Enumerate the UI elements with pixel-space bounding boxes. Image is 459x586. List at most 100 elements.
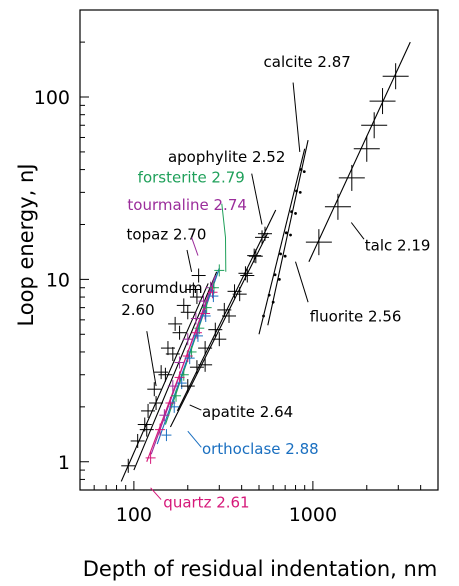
fluorite-point [295,189,298,193]
apatite-point [255,230,270,245]
topaz-point [149,395,164,410]
quartz-point [182,350,193,363]
quartz-point [191,326,202,339]
y-axis-label: Loop energy, nJ [14,163,38,326]
quartz-point [174,371,185,384]
x-axis: 100 1000 [79,481,439,526]
orthoclase-leader [187,430,202,448]
calcite-leader [292,82,301,152]
calcite-point [283,254,287,258]
corumdum-point [121,458,136,473]
corumdum-label: 2.60 [121,301,154,319]
calcite-point [277,277,281,281]
apatite-leader [189,404,202,411]
talc-point [324,193,351,220]
calcite-point [298,190,302,194]
tourmaline-point [190,312,201,325]
fluorite-label: fluorite 2.56 [310,308,402,326]
forsterite-label: forsterite 2.79 [138,168,245,186]
corumdum-point [147,382,162,397]
fluorite-point [284,231,288,235]
tourmaline-label: tourmaline 2.74 [127,196,247,214]
corumdum-point [168,316,183,331]
apatite-label: apatite 2.64 [202,403,293,421]
apophylite-point [198,357,213,372]
apatite-point [238,266,253,281]
apatite-point [208,322,223,337]
tourmaline-point [167,380,178,393]
quartz-point [200,307,211,320]
forsterite-point [201,301,212,314]
series-labels: corumdum 2.60 topaz 2.70 tourmaline 2.74 for… [121,53,430,512]
calcite-fit-line [267,140,309,326]
y-tick-label: 100 [34,87,70,109]
apophylite-label: apophylite 2.52 [168,148,285,166]
forsterite-point [194,322,205,335]
orthoclase-point [169,400,180,413]
quartz-point [155,423,166,436]
quartz-leader [150,487,162,500]
y-tick-label: 10 [46,269,70,291]
apophylite-point [222,308,237,323]
corumdum-leader [146,331,157,387]
calcite-label: calcite 2.87 [264,53,351,71]
x-tick-label: 1000 [289,504,337,526]
topaz-point [180,305,195,320]
apophylite-point [232,287,247,302]
talc-leader [350,222,365,240]
y-axis: 1 10 100 [34,9,89,491]
topaz-fit-line [133,271,218,471]
apophylite-leader [251,173,263,225]
forsterite-point [178,368,189,381]
topaz-point [158,367,173,382]
calcite-point [289,233,292,237]
corumdum-point [191,268,206,283]
apophylite-point [257,226,272,241]
apophylite-point [240,268,255,283]
x-axis-label: Depth of residual indentation, nm [83,557,438,581]
topaz-point [172,325,187,340]
calcite-point [271,300,275,304]
fluorite-point [290,210,293,214]
tourmaline-point [198,295,209,308]
corumdum-point [176,298,191,313]
corumdum-label: corumdum [121,279,202,297]
orthoclase-point [184,352,195,365]
topaz-point [165,346,180,361]
fluorite-leader [295,261,309,303]
fluorite-point [262,314,265,318]
corumdum-point [186,282,201,297]
orthoclase-point [200,309,211,322]
tourmaline-point [159,409,170,422]
apophylite-point [212,332,227,347]
calcite-point [294,212,297,215]
tourmaline-leader [191,237,199,256]
talc-point [361,112,388,139]
tourmaline-point [182,333,193,346]
orthoclase-point [176,377,187,390]
forsterite-point [214,264,225,277]
topaz-leader [186,249,193,272]
fluorite-fit-line [258,148,306,335]
quartz-fit-line [146,275,218,462]
fluorite-point [273,273,277,277]
talc-label: talc 2.19 [365,237,431,255]
x-tick-label: 100 [116,504,152,526]
apophylite-point [248,249,263,264]
forsterite-point [171,389,182,402]
quartz-label: quartz 2.61 [163,494,249,512]
forsterite-point [208,281,219,294]
tourmaline-point [174,356,185,369]
topaz-point [189,290,204,305]
fluorite-point [299,168,303,171]
corumdum-fit-line [120,283,209,482]
apatite-point [189,360,204,375]
talc-point [305,229,332,256]
y-tick-label: 1 [58,452,70,474]
calcite-point [302,170,306,173]
forsterite-leader [221,203,227,272]
topaz-label: topaz 2.70 [127,226,207,244]
corumdum-point [141,403,156,418]
fluorite-point [267,293,271,297]
